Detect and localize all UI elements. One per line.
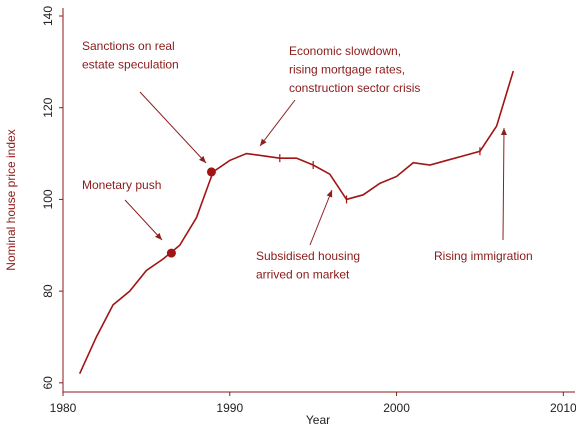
highlight-point xyxy=(206,167,216,177)
x-tick-label: 1990 xyxy=(216,401,243,415)
annotation: arrived on market xyxy=(256,268,350,282)
annotation: Rising immigration xyxy=(434,249,533,263)
arrow xyxy=(124,199,163,241)
y-tick-label: 80 xyxy=(41,284,55,298)
x-tick-label: 1980 xyxy=(50,401,77,415)
line xyxy=(78,70,515,374)
x-tick-label: 2010 xyxy=(550,401,576,415)
highlight-point xyxy=(166,248,176,258)
annotation: Monetary push xyxy=(82,178,161,192)
annotation: construction sector crisis xyxy=(289,81,420,95)
annotation: Sanctions on real xyxy=(82,39,175,53)
arrow xyxy=(139,91,207,164)
annotation: rising mortgage rates, xyxy=(289,63,405,77)
x-axis-title: Year xyxy=(306,413,330,427)
y-axis-title: Nominal house price index xyxy=(4,129,18,270)
y-tick-label: 100 xyxy=(41,189,55,209)
arrow xyxy=(500,127,507,241)
annotation: Economic slowdown, xyxy=(289,44,401,58)
y-tick-label: 120 xyxy=(41,97,55,117)
arrow xyxy=(259,99,296,147)
y-tick-label: 140 xyxy=(41,6,55,26)
x-tick-label: 2000 xyxy=(383,401,410,415)
annotation: estate speculation xyxy=(82,58,179,72)
y-tick-label: 60 xyxy=(41,376,55,390)
annotation: Subsidised housing xyxy=(256,249,360,263)
arrow xyxy=(309,189,333,246)
